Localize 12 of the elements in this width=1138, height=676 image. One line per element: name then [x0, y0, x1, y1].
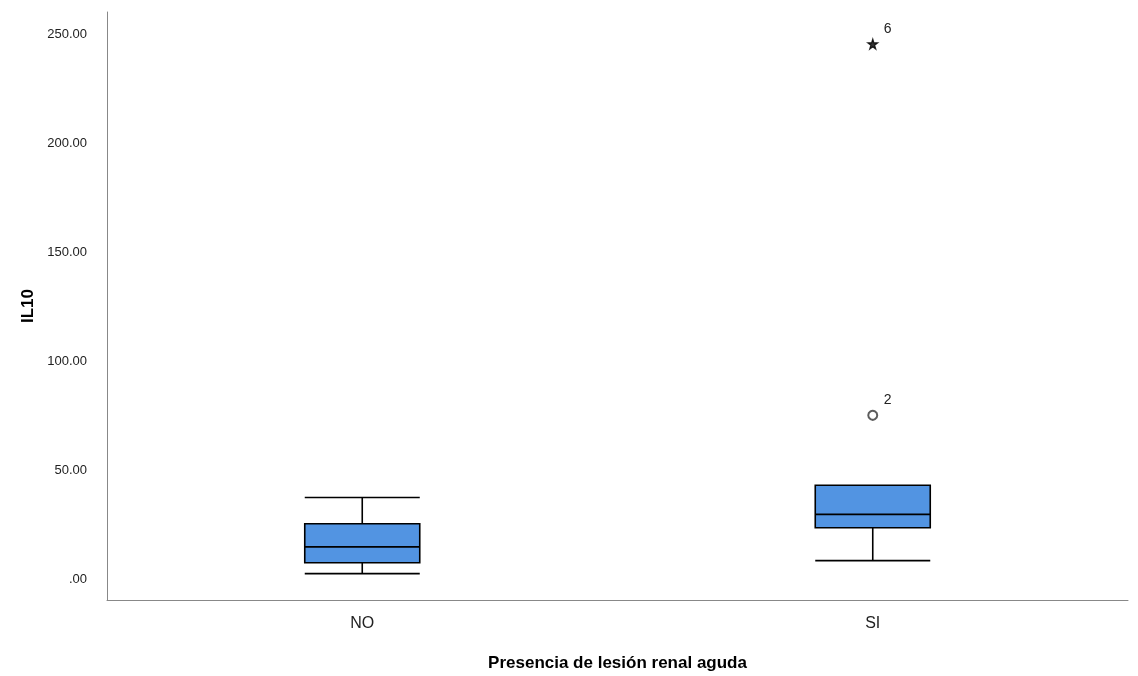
y-axis-title: IL10 — [18, 288, 38, 324]
y-tick-label: 100.00 — [47, 352, 87, 368]
x-tick-label: SI — [865, 613, 881, 631]
y-tick-label: 50.00 — [54, 461, 87, 477]
y-tick-label: 250.00 — [47, 26, 87, 42]
y-tick-label: .00 — [68, 570, 87, 586]
y-tick-label: 150.00 — [47, 244, 87, 260]
x-axis-title: Presencia de lesión renal aguda — [488, 653, 748, 672]
y-tick-label: 200.00 — [47, 135, 87, 151]
annotation: 2 — [883, 391, 892, 408]
x-tick-label: NO — [350, 613, 375, 631]
annotation: 6 — [883, 20, 892, 37]
